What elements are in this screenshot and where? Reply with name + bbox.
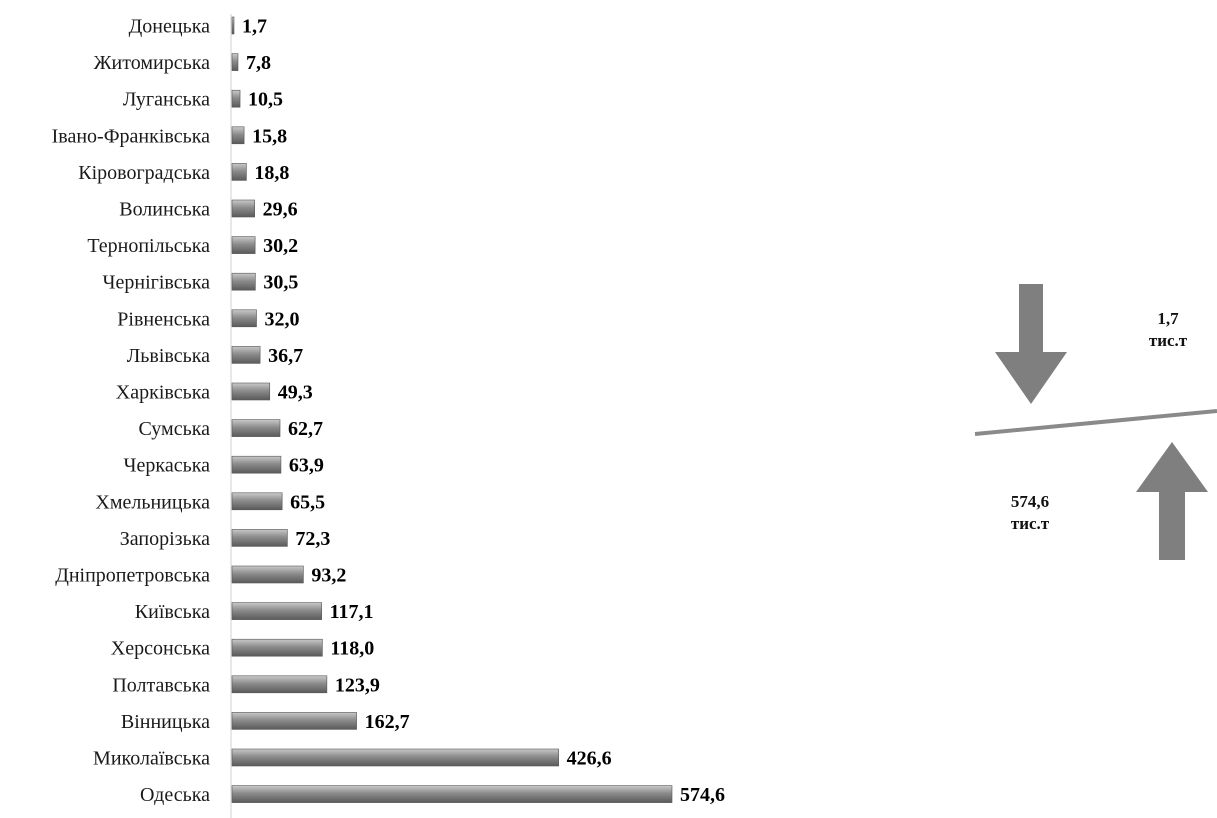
category-label: Черкаська: [124, 455, 211, 477]
category-label: Волинська: [119, 199, 210, 221]
bar: [231, 272, 256, 291]
value-label: 32,0: [265, 308, 300, 330]
category-label: Вінницька: [121, 711, 210, 733]
value-label: 49,3: [278, 382, 313, 404]
bar: [231, 382, 271, 401]
bar: [231, 126, 245, 145]
category-label: Львівська: [127, 345, 210, 367]
value-label: 93,2: [311, 565, 346, 587]
max-value: 574,6: [1010, 492, 1050, 511]
value-label: 7,8: [246, 52, 271, 74]
bar: [231, 492, 283, 511]
bar: [231, 785, 673, 803]
category-label: Сумська: [138, 418, 210, 440]
value-label: 30,5: [263, 272, 298, 294]
category-label: Херсонська: [111, 638, 210, 660]
value-label: 18,8: [254, 162, 289, 184]
bar: [231, 89, 241, 108]
bar: [231, 199, 255, 218]
max-unit: тис.т: [1010, 514, 1050, 533]
value-label: 15,8: [252, 125, 287, 147]
min-value: 1,7: [1157, 309, 1179, 328]
category-label: Рівненська: [117, 308, 210, 330]
bar: [231, 712, 357, 730]
bar: [231, 346, 261, 364]
value-label: 72,3: [295, 528, 330, 550]
bar: [231, 565, 304, 584]
category-label: Чернігівська: [102, 272, 210, 294]
bar: [231, 16, 235, 35]
bar: [231, 309, 257, 328]
value-label: 63,9: [289, 455, 324, 477]
value-label: 574,6: [680, 784, 725, 806]
value-label: 1,7: [242, 16, 267, 38]
category-label: Донецька: [129, 16, 210, 38]
value-label: 117,1: [330, 601, 374, 623]
value-label: 30,2: [263, 235, 298, 257]
value-label: 162,7: [365, 711, 410, 733]
value-label: 36,7: [268, 345, 303, 367]
category-label: Івано-Франківська: [52, 125, 210, 147]
bar: [231, 236, 256, 254]
bar: [231, 748, 559, 767]
bar: [231, 602, 322, 620]
category-label: Запорізька: [120, 528, 210, 550]
bar: [231, 675, 328, 694]
down-arrow-icon: [995, 284, 1067, 404]
balance-line: [974, 409, 1217, 436]
category-label: Полтавська: [112, 674, 210, 696]
category-label: Тернопільська: [87, 235, 210, 257]
category-label: Одеська: [140, 784, 210, 806]
bar: [231, 163, 247, 181]
value-label: 65,5: [290, 491, 325, 513]
category-label: Харківська: [116, 382, 210, 404]
bar: [231, 529, 288, 547]
bar: [231, 455, 282, 474]
value-label: 123,9: [335, 674, 380, 696]
category-label: Хмельницька: [95, 491, 210, 513]
value-label: 426,6: [567, 748, 612, 770]
category-label: Дніпропетровська: [55, 565, 210, 587]
bar: [231, 638, 323, 657]
category-label: Луганська: [123, 89, 210, 111]
category-label: Житомирська: [94, 52, 210, 74]
value-label: 118,0: [330, 638, 374, 660]
up-arrow-icon: [1136, 442, 1208, 560]
category-label: Київська: [135, 601, 210, 623]
bar: [231, 53, 239, 71]
value-label: 29,6: [263, 199, 298, 221]
bar: [231, 419, 281, 437]
category-label: Кіровоградська: [78, 162, 210, 184]
min-annotation: 1,7 тис.т: [1128, 308, 1208, 352]
min-unit: тис.т: [1148, 331, 1188, 350]
category-label: Миколаївська: [93, 748, 210, 770]
value-label: 62,7: [288, 418, 323, 440]
max-annotation: 574,6 тис.т: [990, 491, 1070, 535]
value-label: 10,5: [248, 89, 283, 111]
